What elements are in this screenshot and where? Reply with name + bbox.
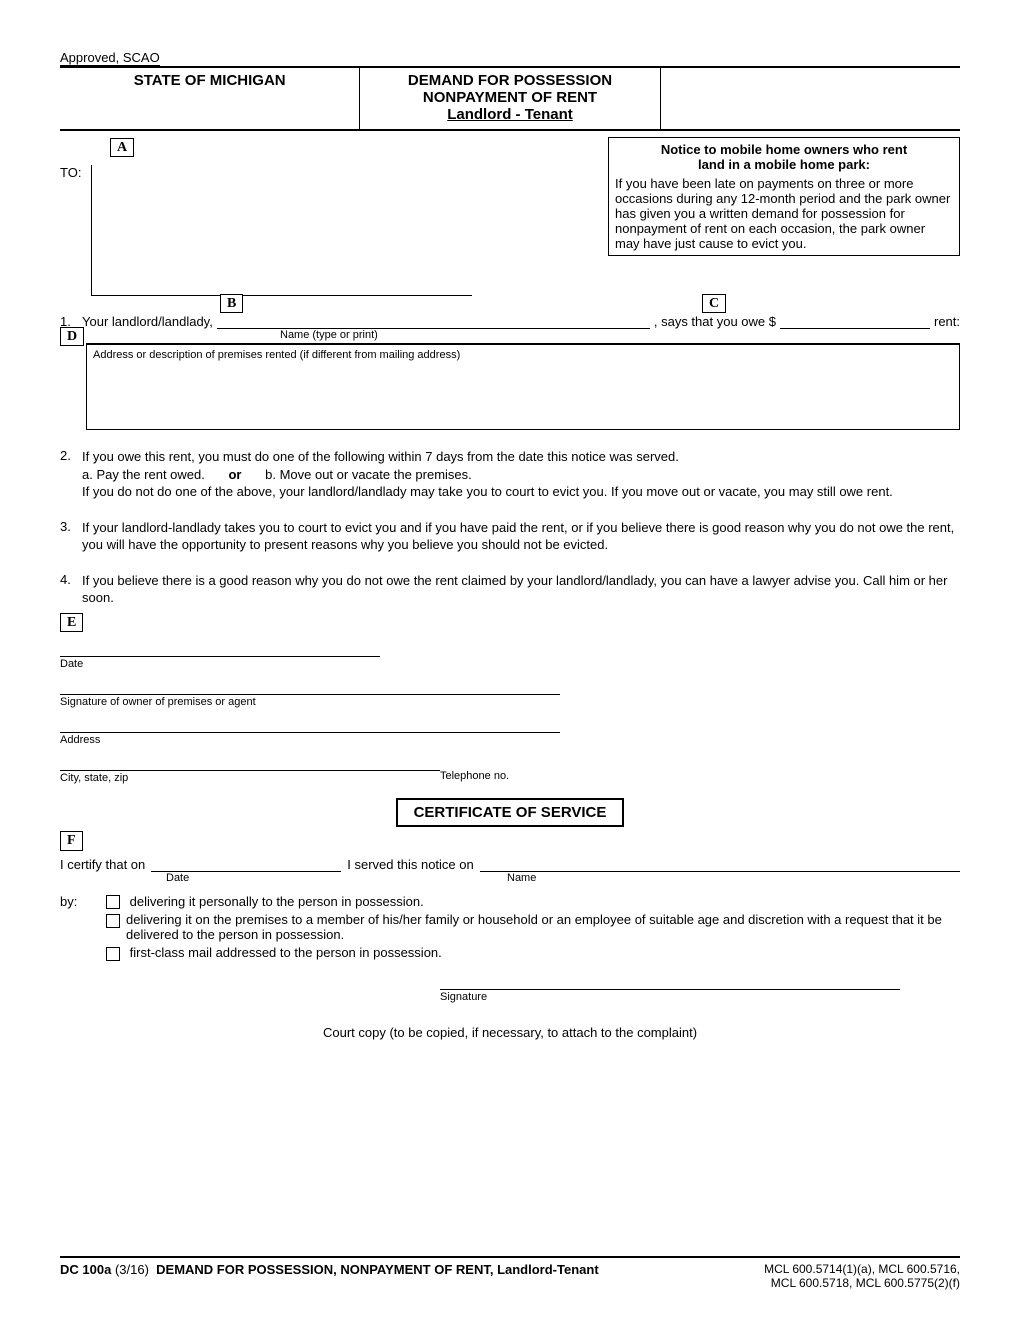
approved-label: Approved, SCAO: [60, 50, 160, 66]
marker-c: C: [702, 294, 726, 313]
phone-label: Telephone no.: [440, 770, 560, 782]
landlord-name-field[interactable]: [217, 314, 650, 329]
item1-mid: , says that you owe $: [654, 314, 776, 329]
mcl-line1: MCL 600.5714(1)(a), MCL 600.5716,: [764, 1262, 960, 1276]
served-label: I served this notice on: [347, 857, 473, 872]
marker-e: E: [60, 613, 83, 632]
city-line[interactable]: [60, 770, 440, 771]
form-title: DEMAND FOR POSSESSION, NONPAYMENT OF REN…: [156, 1262, 599, 1277]
item2-line1: If you owe this rent, you must do one of…: [82, 448, 960, 466]
header-title: DEMAND FOR POSSESSION NONPAYMENT OF RENT…: [360, 68, 660, 129]
form-footer: DC 100a (3/16) DEMAND FOR POSSESSION, NO…: [60, 1256, 960, 1290]
certificate-of-service-title: CERTIFICATE OF SERVICE: [396, 798, 625, 827]
by-label: by:: [60, 894, 106, 961]
title-line1: DEMAND FOR POSSESSION: [364, 72, 655, 89]
form-header: STATE OF MICHIGAN DEMAND FOR POSSESSION …: [60, 66, 960, 131]
date-line[interactable]: [60, 656, 380, 657]
item2-line3: If you do not do one of the above, your …: [82, 483, 960, 501]
item1-end: rent:: [934, 314, 960, 329]
title-line3: Landlord - Tenant: [364, 106, 655, 123]
form-number: DC 100a: [60, 1262, 111, 1277]
item4-body: If you believe there is a good reason wh…: [82, 572, 960, 607]
cos-signature-line[interactable]: [440, 989, 900, 990]
owner-sig-line[interactable]: [60, 694, 560, 695]
title-line2: NONPAYMENT OF RENT: [364, 89, 655, 106]
to-address-box[interactable]: [91, 165, 472, 296]
item2-opt-b: b. Move out or vacate the premises.: [265, 467, 472, 482]
address-line[interactable]: [60, 732, 560, 733]
to-label: TO:: [60, 165, 81, 180]
opt-personal: delivering it personally to the person i…: [130, 894, 424, 909]
checkbox-mail[interactable]: [106, 947, 120, 961]
court-copy-note: Court copy (to be copied, if necessary, …: [60, 1025, 960, 1040]
form-rev: (3/16): [115, 1262, 149, 1277]
date-label: Date: [60, 658, 960, 670]
item3-num: 3.: [60, 519, 82, 554]
item3-body: If your landlord-landlady takes you to c…: [82, 519, 960, 554]
item2-opt-a: a. Pay the rent owed.: [82, 467, 205, 482]
cos-name-field[interactable]: [480, 857, 960, 872]
item4-num: 4.: [60, 572, 82, 607]
premises-label: Address or description of premises rente…: [93, 349, 460, 361]
notice-body-text: If you have been late on payments on thr…: [609, 174, 959, 255]
marker-b: B: [220, 294, 243, 313]
cos-date-label: Date: [166, 872, 362, 884]
amount-owed-field[interactable]: [780, 314, 930, 329]
owner-sig-label: Signature of owner of premises or agent: [60, 696, 960, 708]
notice-title-2: land in a mobile home park:: [615, 157, 953, 172]
mobile-home-notice: Notice to mobile home owners who rent la…: [608, 137, 960, 256]
mcl-line2: MCL 600.5718, MCL 600.5775(2)(f): [764, 1276, 960, 1290]
premises-address-box[interactable]: Address or description of premises rente…: [86, 343, 960, 430]
marker-f: F: [60, 831, 83, 850]
city-label: City, state, zip: [60, 772, 440, 784]
opt-mail: first-class mail addressed to the person…: [130, 945, 442, 960]
name-type-label: Name (type or print): [280, 329, 378, 341]
item2-num: 2.: [60, 448, 82, 501]
marker-a: A: [110, 138, 134, 157]
checkbox-personal[interactable]: [106, 895, 120, 909]
address-label: Address: [60, 734, 960, 746]
cos-date-field[interactable]: [151, 857, 341, 872]
header-blank: [661, 68, 960, 129]
notice-title-1: Notice to mobile home owners who rent: [615, 142, 953, 157]
cos-signature-label: Signature: [440, 991, 960, 1003]
item2-body: If you owe this rent, you must do one of…: [82, 448, 960, 501]
checkbox-premises[interactable]: [106, 914, 120, 928]
item1-pre: Your landlord/landlady,: [82, 314, 213, 329]
header-state: STATE OF MICHIGAN: [60, 68, 360, 129]
item2-or: or: [228, 467, 241, 482]
marker-d: D: [60, 327, 84, 346]
certify-label: I certify that on: [60, 857, 145, 872]
opt-premises: delivering it on the premises to a membe…: [126, 912, 960, 942]
state-title: STATE OF MICHIGAN: [64, 72, 355, 89]
cos-name-label: Name: [507, 872, 536, 884]
